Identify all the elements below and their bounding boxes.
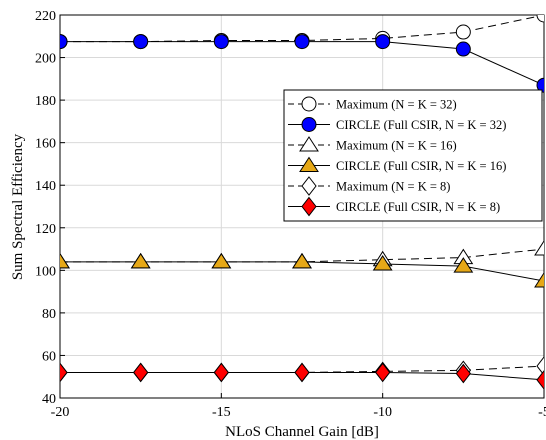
plot-frame	[59, 14, 545, 399]
data-point-circle	[536, 77, 544, 93]
legend-item: CIRCLE (Full CSIR, N = K = 16)	[288, 156, 506, 173]
y-tick-label: 200	[35, 52, 56, 67]
legend-label: Maximum (N = K = 32)	[336, 98, 457, 112]
data-point-triangle	[534, 240, 544, 256]
y-tick-label: 180	[35, 94, 56, 109]
data-point-diamond	[133, 362, 149, 383]
x-axis-label: NLoS Channel Gain [dB]	[225, 424, 379, 440]
data-point-diamond	[294, 362, 310, 383]
x-tick-label: -20	[51, 405, 70, 420]
legend-item: CIRCLE (Full CSIR, N = K = 32)	[288, 117, 506, 132]
series-group	[60, 15, 544, 390]
y-tick-label: 60	[42, 349, 56, 364]
data-point-circle	[60, 34, 68, 50]
y-tick-label: 40	[42, 392, 56, 407]
legend-marker-triangle	[299, 156, 319, 172]
legend-marker-circle	[301, 117, 317, 132]
data-point-triangle	[60, 252, 70, 269]
series-6	[60, 362, 544, 390]
legend-item: CIRCLE (Full CSIR, N = K = 8)	[288, 196, 500, 217]
legend-box	[283, 89, 543, 222]
y-tick-label: 160	[35, 137, 56, 152]
series-2	[60, 34, 544, 93]
data-point-diamond	[536, 356, 544, 376]
data-point-triangle	[292, 252, 312, 269]
legend-label: CIRCLE (Full CSIR, N = K = 16)	[336, 159, 506, 173]
legend-item: Maximum (N = K = 8)	[288, 176, 450, 196]
data-point-circle	[294, 34, 310, 50]
legend-marker-circle	[301, 96, 317, 112]
legend-label: CIRCLE (Full CSIR, N = K = 32)	[336, 118, 506, 132]
series-4	[60, 252, 544, 288]
data-point-diamond	[60, 362, 68, 383]
legend-label: Maximum (N = K = 8)	[336, 180, 450, 194]
x-tick-label: -15	[212, 405, 231, 420]
data-point-diamond	[213, 362, 229, 383]
data-point-diamond	[375, 362, 391, 383]
legend-item: Maximum (N = K = 32)	[288, 96, 457, 112]
legend-marker-diamond	[301, 176, 317, 196]
data-point-circle	[213, 34, 229, 50]
y-tick-label: 120	[35, 222, 56, 237]
data-point-circle	[455, 24, 471, 40]
data-point-triangle	[534, 272, 544, 288]
axis-ticks: -20 -15 -10 -5 40 60 80 100 120 140 160 180 200 220	[35, 9, 546, 420]
y-tick-label: 220	[35, 9, 56, 24]
x-tick-label: -10	[373, 405, 392, 420]
data-point-diamond	[455, 363, 471, 384]
y-axis-label: Sum Spectral Efficiency	[10, 133, 26, 280]
data-point-triangle	[211, 252, 232, 269]
data-point-circle	[133, 34, 149, 50]
legend-marker-diamond	[301, 196, 317, 217]
legend-label: CIRCLE (Full CSIR, N = K = 8)	[336, 200, 500, 214]
data-point-diamond	[536, 370, 544, 390]
legend-item: Maximum (N = K = 16)	[288, 136, 457, 153]
legend-marker-triangle	[299, 136, 319, 152]
legend: Maximum (N = K = 32) CIRCLE (Full CSIR, N…	[283, 89, 543, 222]
data-point-triangle	[453, 257, 474, 273]
data-point-triangle	[130, 252, 151, 269]
y-tick-label: 140	[35, 179, 56, 194]
data-point-circle	[375, 34, 391, 50]
data-point-circle	[536, 15, 544, 23]
x-tick-label: -5	[538, 405, 546, 420]
legend-label: Maximum (N = K = 16)	[336, 139, 457, 153]
data-point-circle	[455, 41, 471, 57]
y-tick-label: 100	[35, 264, 56, 279]
data-point-triangle	[372, 255, 393, 271]
y-tick-label: 80	[42, 307, 56, 322]
